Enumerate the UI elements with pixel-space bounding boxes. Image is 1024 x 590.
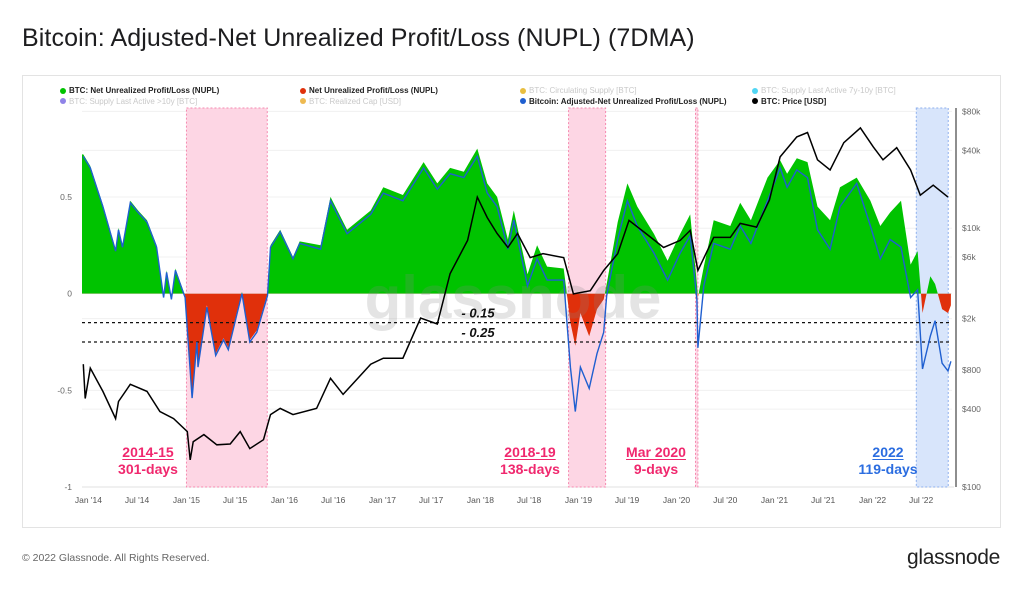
y-left-tick-label: 0 xyxy=(67,289,72,299)
legend-label: Bitcoin: Adjusted-Net Unrealized Profit/… xyxy=(529,96,727,106)
legend-dot-icon xyxy=(60,87,66,94)
x-tick-label: Jan '20 xyxy=(663,495,690,505)
x-tick-label: Jul '19 xyxy=(615,495,640,505)
annotation-title: 2014-15 xyxy=(122,444,174,460)
annotation-duration: 119-days xyxy=(858,461,918,477)
legend-item[interactable]: BTC: Circulating Supply [BTC] xyxy=(520,86,637,95)
x-tick-label: Jan '14 xyxy=(75,495,102,505)
annotation-duration: 9-days xyxy=(633,461,679,477)
legend-dot-icon xyxy=(300,98,306,104)
legend-dot-icon xyxy=(300,87,306,94)
glassnode-logo: glassnode xyxy=(906,546,1000,569)
legend-item[interactable]: BTC: Net Unrealized Profit/Loss (NUPL) xyxy=(60,86,219,95)
x-tick-label: Jan '21 xyxy=(761,495,788,505)
legend-label: Net Unrealized Profit/Loss (NUPL) xyxy=(309,86,438,95)
legend-dot-icon xyxy=(752,87,758,94)
nupl-area xyxy=(82,148,951,397)
annotation-title: 2022 xyxy=(872,444,904,460)
x-tick-label: Jul '14 xyxy=(125,495,150,505)
y-left-tick-label: -0.5 xyxy=(57,385,72,395)
y-left-tick-label: 0.5 xyxy=(60,192,72,202)
y-right-tick-label: $40k xyxy=(962,145,981,155)
annotation-title: 2018-19 xyxy=(504,444,556,460)
x-tick-label: Jul '16 xyxy=(321,495,346,505)
legend-label: BTC: Circulating Supply [BTC] xyxy=(529,86,637,95)
y-right-tick-label: $100 xyxy=(962,482,981,492)
legend-item[interactable]: BTC: Price [USD] xyxy=(752,97,826,106)
adjusted-nupl-line xyxy=(82,154,952,412)
copyright: © 2022 Glassnode. All Rights Reserved. xyxy=(22,552,210,564)
annotation-title: Mar 2020 xyxy=(626,444,686,460)
legend-dot-icon xyxy=(520,98,526,104)
y-right-tick-label: $2k xyxy=(962,314,976,324)
y-right-tick-label: $10k xyxy=(962,223,981,233)
nupl-positive-area xyxy=(82,148,938,294)
watermark: glassnode xyxy=(365,264,662,331)
legend-dot-icon xyxy=(752,98,758,104)
x-tick-label: Jan '17 xyxy=(369,495,396,505)
legend-label: BTC: Realized Cap [USD] xyxy=(309,96,402,106)
legend-item[interactable]: Bitcoin: Adjusted-Net Unrealized Profit/… xyxy=(520,97,727,106)
x-tick-label: Jan '18 xyxy=(467,495,494,505)
annotation: 2014-15 301-days xyxy=(118,444,178,478)
legend-item[interactable]: Net Unrealized Profit/Loss (NUPL) xyxy=(300,86,438,95)
x-tick-label: Jul '15 xyxy=(223,495,248,505)
x-tick-label: Jan '16 xyxy=(271,495,298,505)
y-right-tick-label: $80k xyxy=(962,106,981,116)
threshold-label: - 0.25 xyxy=(461,325,495,340)
legend-dot-icon xyxy=(520,87,526,94)
annotation-duration: 301-days xyxy=(118,461,178,477)
legend-item[interactable]: BTC: Supply Last Active >10y [BTC] xyxy=(60,97,197,106)
threshold-label: - 0.15 xyxy=(461,306,495,321)
x-tick-label: Jul '21 xyxy=(811,495,836,505)
page-title: Bitcoin: Adjusted-Net Unrealized Profit/… xyxy=(22,24,695,52)
annotation: 2022 119-days xyxy=(858,444,917,478)
price-line xyxy=(82,126,949,461)
legend-label: BTC: Supply Last Active >10y [BTC] xyxy=(69,96,198,106)
y-right-tick-label: $800 xyxy=(962,365,981,375)
x-tick-label: Jan '22 xyxy=(859,495,886,505)
annotation: Mar 2020 9-days xyxy=(626,444,686,478)
legend-label: BTC: Supply Last Active 7y-10y [BTC] xyxy=(761,86,896,95)
x-tick-label: Jul '17 xyxy=(419,495,444,505)
y-left-tick-label: -1 xyxy=(64,482,72,492)
x-tick-label: Jul '18 xyxy=(517,495,542,505)
x-tick-label: Jul '22 xyxy=(909,495,934,505)
legend-label: BTC: Net Unrealized Profit/Loss (NUPL) xyxy=(69,86,220,95)
axes: 0.5 0 -0.5 -1 $80k $40k $10k $6k $2k $800 $400 $100… xyxy=(57,106,981,505)
legend-item[interactable]: BTC: Realized Cap [USD] xyxy=(300,97,401,106)
y-right-tick-label: $400 xyxy=(962,404,981,414)
legend-dot-icon xyxy=(60,98,66,104)
annotation-duration: 138-days xyxy=(500,461,560,477)
x-tick-label: Jan '15 xyxy=(173,495,200,505)
x-tick-label: Jan '19 xyxy=(565,495,592,505)
y-right-tick-label: $6k xyxy=(962,252,976,262)
legend-label: BTC: Price [USD] xyxy=(761,96,827,106)
legend-item[interactable]: BTC: Supply Last Active 7y-10y [BTC] xyxy=(752,86,896,95)
x-tick-label: Jul '20 xyxy=(713,495,738,505)
chart-frame xyxy=(22,75,1001,528)
threshold-lines: - 0.15 - 0.25 xyxy=(82,306,952,343)
annotation: 2018-19 138-days xyxy=(500,444,560,478)
series-lines xyxy=(82,126,952,461)
